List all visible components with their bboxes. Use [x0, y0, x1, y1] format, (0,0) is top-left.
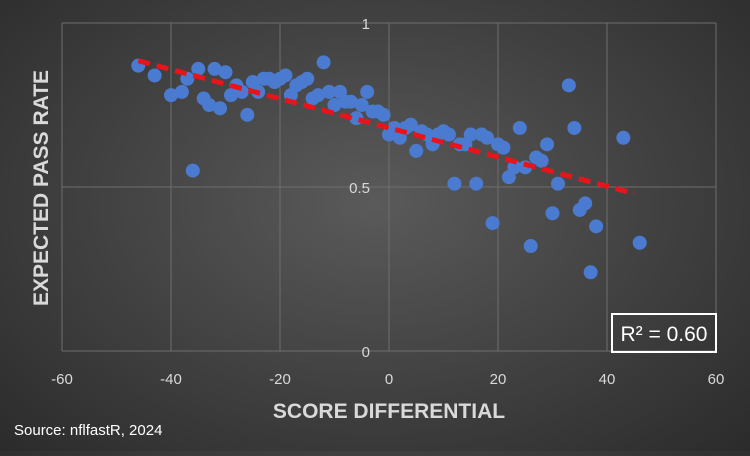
- x-tick-label: -60: [51, 371, 73, 388]
- data-point: [327, 98, 342, 112]
- data-point: [463, 127, 478, 142]
- y-axis-label: EXPECTED PASS RATE: [30, 70, 53, 306]
- data-point: [512, 120, 527, 135]
- x-tick-label: 0: [385, 371, 393, 388]
- data-point: [376, 107, 391, 122]
- data-point: [578, 196, 593, 211]
- data-point: [447, 176, 462, 191]
- data-point: [469, 176, 484, 191]
- data-point: [409, 143, 424, 158]
- data-point: [191, 61, 206, 76]
- data-point: [185, 163, 200, 178]
- data-point: [403, 117, 418, 132]
- data-point: [589, 219, 604, 234]
- data-point: [343, 94, 358, 109]
- y-tick-label: 0.5: [349, 180, 370, 197]
- data-point: [174, 84, 189, 99]
- x-tick-label: 40: [599, 371, 616, 388]
- data-point: [485, 216, 500, 231]
- data-point: [632, 235, 647, 250]
- data-point: [202, 98, 217, 112]
- data-point: [545, 206, 560, 221]
- data-point: [480, 130, 495, 145]
- data-point: [316, 55, 331, 70]
- data-points: [131, 55, 647, 280]
- data-point: [311, 88, 326, 103]
- x-tick-label: 20: [490, 371, 507, 388]
- data-point: [616, 130, 631, 145]
- data-point: [496, 140, 511, 155]
- trendline-layer: [137, 58, 635, 196]
- y-tick-label: 0: [362, 344, 370, 361]
- data-point: [278, 68, 293, 83]
- r-squared-label: R² = 0.60: [621, 323, 708, 346]
- y-tick-label: 1: [362, 16, 370, 33]
- data-point: [360, 84, 375, 99]
- data-point: [354, 98, 369, 112]
- data-point: [207, 61, 222, 76]
- data-point: [218, 65, 233, 80]
- r-squared-annotation: R² = 0.60: [611, 313, 717, 353]
- data-point: [507, 160, 522, 175]
- data-point: [550, 176, 565, 191]
- data-point: [561, 78, 576, 93]
- data-point: [523, 239, 538, 254]
- data-point: [441, 127, 456, 142]
- data-point: [322, 84, 337, 99]
- source-note: Source: nflfastR, 2024: [14, 422, 163, 439]
- data-point: [583, 265, 598, 280]
- data-point: [147, 68, 162, 83]
- x-tick-label: 60: [708, 371, 725, 388]
- data-point: [300, 71, 315, 86]
- data-point: [240, 107, 255, 122]
- data-point: [164, 88, 178, 103]
- data-point: [213, 101, 228, 116]
- tick-labels: -60 -40 -20 0 20 40 60 0 0.5 1: [51, 16, 724, 388]
- data-point: [540, 137, 555, 152]
- data-point: [567, 120, 582, 135]
- x-tick-label: -40: [160, 371, 182, 388]
- trendline: [137, 58, 635, 196]
- x-tick-label: -20: [269, 371, 291, 388]
- data-point: [534, 153, 549, 168]
- x-axis-label: SCORE DIFFERENTIAL: [273, 400, 505, 423]
